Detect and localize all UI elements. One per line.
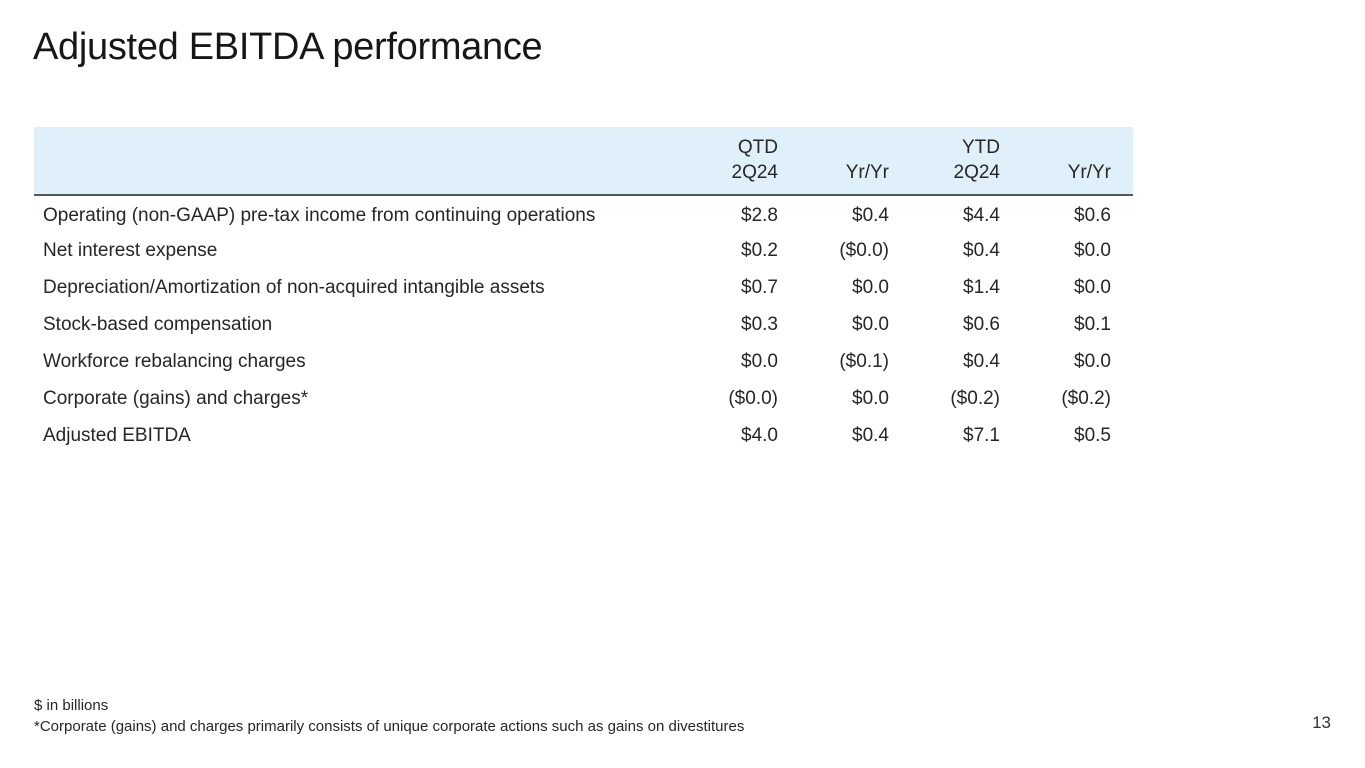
table-header-row-quarters: 2Q24 Yr/Yr 2Q24 Yr/Yr bbox=[34, 161, 1133, 196]
value-cell: $0.4 bbox=[852, 204, 889, 226]
table-header: QTD YTD 2Q24 Yr/Yr 2Q24 Yr/Yr bbox=[34, 127, 1133, 196]
value-cell: $0.0 bbox=[852, 313, 889, 335]
table-row: Corporate (gains) and charges* ($0.0) $0… bbox=[34, 380, 1133, 417]
value-cell: $1.4 bbox=[963, 276, 1000, 298]
header-cell-blank bbox=[1000, 127, 1133, 161]
footnote-corporate-gains: *Corporate (gains) and charges primarily… bbox=[34, 718, 745, 735]
value-cell: $0.4 bbox=[963, 239, 1000, 261]
header-cell-ytd-2q24: 2Q24 bbox=[889, 161, 1000, 196]
header-cell-ytd-yryr: Yr/Yr bbox=[1000, 161, 1133, 196]
value-cell: ($0.2) bbox=[1061, 387, 1111, 409]
row-label: Corporate (gains) and charges* bbox=[43, 387, 309, 409]
value-cell: $0.0 bbox=[852, 387, 889, 409]
value-cell: $0.2 bbox=[741, 239, 778, 261]
page-title: Adjusted EBITDA performance bbox=[33, 26, 543, 68]
value-cell: $4.4 bbox=[963, 204, 1000, 226]
value-cell: $0.6 bbox=[963, 313, 1000, 335]
table-row: Net interest expense $0.2 ($0.0) $0.4 $0… bbox=[34, 232, 1133, 269]
table-row: Depreciation/Amortization of non-acquire… bbox=[34, 269, 1133, 306]
adjusted-ebitda-table: QTD YTD 2Q24 Yr/Yr 2Q24 Yr/Yr Operating … bbox=[34, 127, 1133, 454]
table-body: Operating (non-GAAP) pre-tax income from… bbox=[34, 195, 1133, 454]
header-cell-ytd: YTD bbox=[962, 137, 1000, 158]
header-cell-qtd-yryr: Yr/Yr bbox=[778, 161, 889, 196]
value-cell: $0.1 bbox=[1074, 313, 1111, 335]
row-label: Net interest expense bbox=[43, 239, 218, 261]
table-row: Workforce rebalancing charges $0.0 ($0.1… bbox=[34, 343, 1133, 380]
value-cell: $0.6 bbox=[1074, 204, 1111, 226]
value-cell: $0.0 bbox=[1074, 276, 1111, 298]
value-cell: $0.0 bbox=[1074, 239, 1111, 261]
header-cell-blank bbox=[34, 127, 667, 161]
footnotes: $ in billions *Corporate (gains) and cha… bbox=[34, 695, 744, 737]
table-row: Adjusted EBITDA $4.0 $0.4 $7.1 $0.5 bbox=[34, 417, 1133, 454]
header-cell-qtd: QTD bbox=[737, 137, 778, 158]
value-cell: $4.0 bbox=[741, 424, 778, 446]
value-cell: ($0.0) bbox=[839, 239, 889, 261]
header-cell-qtd-2q24: 2Q24 bbox=[667, 161, 778, 196]
row-label: Adjusted EBITDA bbox=[43, 424, 191, 446]
value-cell: $7.1 bbox=[963, 424, 1000, 446]
page-number: 13 bbox=[1312, 713, 1331, 732]
header-cell-blank bbox=[34, 161, 667, 196]
value-cell: $0.3 bbox=[741, 313, 778, 335]
footnote-units: $ in billions bbox=[34, 697, 109, 714]
value-cell: $0.4 bbox=[963, 350, 1000, 372]
value-cell: $2.8 bbox=[741, 204, 778, 226]
row-label: Depreciation/Amortization of non-acquire… bbox=[43, 276, 545, 298]
value-cell: $0.5 bbox=[1074, 424, 1111, 446]
table-row: Stock-based compensation $0.3 $0.0 $0.6 … bbox=[34, 306, 1133, 343]
value-cell: $0.4 bbox=[852, 424, 889, 446]
value-cell: ($0.0) bbox=[728, 387, 778, 409]
value-cell: $0.7 bbox=[741, 276, 778, 298]
table-row: Operating (non-GAAP) pre-tax income from… bbox=[34, 195, 1133, 232]
row-label: Operating (non-GAAP) pre-tax income from… bbox=[43, 204, 596, 226]
value-cell: ($0.1) bbox=[839, 350, 889, 372]
header-cell-blank bbox=[778, 127, 889, 161]
value-cell: $0.0 bbox=[852, 276, 889, 298]
row-label: Stock-based compensation bbox=[43, 313, 273, 335]
value-cell: $0.0 bbox=[1074, 350, 1111, 372]
value-cell: ($0.2) bbox=[950, 387, 1000, 409]
row-label: Workforce rebalancing charges bbox=[43, 350, 306, 372]
value-cell: $0.0 bbox=[741, 350, 778, 372]
table-header-row-periods: QTD YTD bbox=[34, 127, 1133, 161]
